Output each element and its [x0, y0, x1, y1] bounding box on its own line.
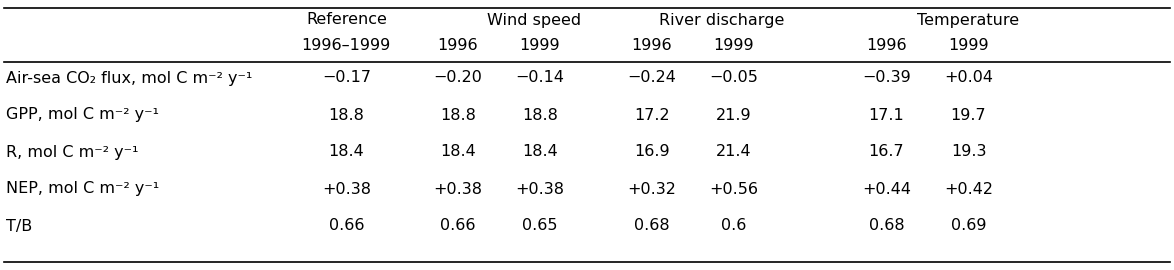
Text: +0.38: +0.38 [322, 181, 371, 197]
Text: +0.56: +0.56 [709, 181, 758, 197]
Text: 1996: 1996 [866, 38, 906, 52]
Text: +0.04: +0.04 [944, 70, 993, 86]
Text: 21.9: 21.9 [716, 107, 751, 123]
Text: 19.7: 19.7 [951, 107, 986, 123]
Text: 19.3: 19.3 [951, 144, 986, 160]
Text: 18.8: 18.8 [522, 107, 558, 123]
Text: 17.1: 17.1 [869, 107, 904, 123]
Text: 1996: 1996 [632, 38, 672, 52]
Text: 1999: 1999 [714, 38, 754, 52]
Text: 16.9: 16.9 [634, 144, 669, 160]
Text: −0.20: −0.20 [433, 70, 483, 86]
Text: GPP, mol C m⁻² y⁻¹: GPP, mol C m⁻² y⁻¹ [6, 107, 158, 123]
Text: Air-sea CO₂ flux, mol C m⁻² y⁻¹: Air-sea CO₂ flux, mol C m⁻² y⁻¹ [6, 70, 252, 86]
Text: 21.4: 21.4 [716, 144, 751, 160]
Text: +0.32: +0.32 [627, 181, 676, 197]
Text: 0.66: 0.66 [440, 218, 475, 234]
Text: 0.68: 0.68 [869, 218, 904, 234]
Text: +0.42: +0.42 [944, 181, 993, 197]
Text: −0.17: −0.17 [322, 70, 371, 86]
Text: −0.24: −0.24 [627, 70, 676, 86]
Text: 0.6: 0.6 [721, 218, 747, 234]
Text: 1999: 1999 [520, 38, 560, 52]
Text: 1996–1999: 1996–1999 [302, 38, 391, 52]
Text: 0.69: 0.69 [951, 218, 986, 234]
Text: 18.4: 18.4 [522, 144, 558, 160]
Text: Reference: Reference [306, 12, 386, 28]
Text: Wind speed: Wind speed [487, 12, 581, 28]
Text: +0.38: +0.38 [515, 181, 565, 197]
Text: 1996: 1996 [438, 38, 478, 52]
Text: −0.39: −0.39 [862, 70, 911, 86]
Text: R, mol C m⁻² y⁻¹: R, mol C m⁻² y⁻¹ [6, 144, 139, 160]
Text: +0.38: +0.38 [433, 181, 483, 197]
Text: 0.66: 0.66 [329, 218, 364, 234]
Text: River discharge: River discharge [660, 12, 784, 28]
Text: 0.68: 0.68 [634, 218, 669, 234]
Text: 16.7: 16.7 [869, 144, 904, 160]
Text: 0.65: 0.65 [522, 218, 558, 234]
Text: −0.14: −0.14 [515, 70, 565, 86]
Text: 18.4: 18.4 [329, 144, 364, 160]
Text: T/B: T/B [6, 218, 32, 234]
Text: 18.8: 18.8 [440, 107, 475, 123]
Text: 17.2: 17.2 [634, 107, 669, 123]
Text: NEP, mol C m⁻² y⁻¹: NEP, mol C m⁻² y⁻¹ [6, 181, 160, 197]
Text: +0.44: +0.44 [862, 181, 911, 197]
Text: 18.4: 18.4 [440, 144, 475, 160]
Text: 18.8: 18.8 [329, 107, 364, 123]
Text: Temperature: Temperature [918, 12, 1019, 28]
Text: 1999: 1999 [949, 38, 989, 52]
Text: −0.05: −0.05 [709, 70, 758, 86]
